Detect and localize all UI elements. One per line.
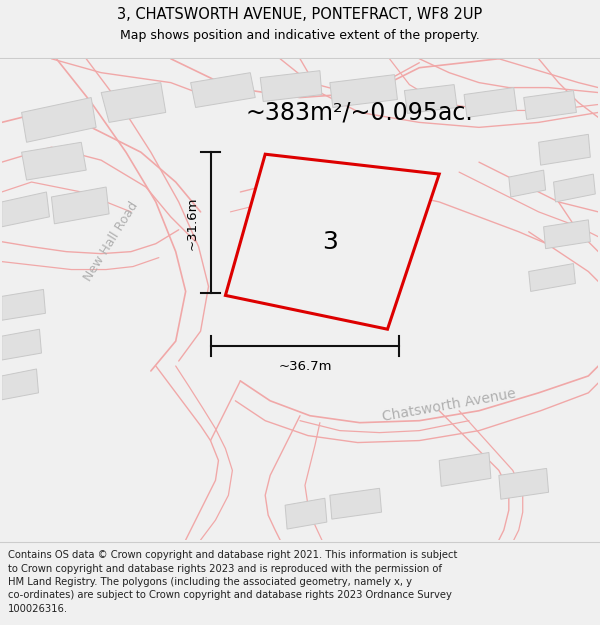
Polygon shape: [524, 91, 577, 119]
Text: ~383m²/~0.095ac.: ~383m²/~0.095ac.: [246, 101, 473, 124]
Polygon shape: [191, 72, 255, 107]
Polygon shape: [330, 74, 397, 108]
Polygon shape: [101, 82, 166, 122]
Polygon shape: [439, 452, 491, 486]
Text: 3, CHATSWORTH AVENUE, PONTEFRACT, WF8 2UP: 3, CHATSWORTH AVENUE, PONTEFRACT, WF8 2U…: [118, 7, 482, 22]
Text: HM Land Registry. The polygons (including the associated geometry, namely x, y: HM Land Registry. The polygons (includin…: [8, 577, 412, 587]
Text: 100026316.: 100026316.: [8, 604, 68, 614]
Polygon shape: [2, 289, 46, 320]
Polygon shape: [539, 134, 590, 165]
Text: Chatsworth Avenue: Chatsworth Avenue: [381, 387, 517, 424]
Text: ~31.6m: ~31.6m: [186, 196, 199, 249]
Polygon shape: [464, 88, 517, 118]
Polygon shape: [52, 187, 109, 224]
Polygon shape: [226, 154, 439, 329]
Polygon shape: [330, 488, 382, 519]
Text: ~36.7m: ~36.7m: [278, 360, 332, 373]
Polygon shape: [2, 369, 38, 400]
Polygon shape: [260, 71, 322, 101]
Polygon shape: [22, 98, 96, 142]
Text: Contains OS data © Crown copyright and database right 2021. This information is : Contains OS data © Crown copyright and d…: [8, 550, 457, 560]
Polygon shape: [2, 192, 49, 227]
Polygon shape: [509, 170, 545, 197]
Polygon shape: [544, 220, 590, 249]
Text: co-ordinates) are subject to Crown copyright and database rights 2023 Ordnance S: co-ordinates) are subject to Crown copyr…: [8, 591, 452, 601]
Text: Map shows position and indicative extent of the property.: Map shows position and indicative extent…: [120, 29, 480, 42]
Polygon shape: [285, 498, 327, 529]
Text: 3: 3: [322, 230, 338, 254]
Polygon shape: [22, 142, 86, 180]
Polygon shape: [404, 84, 457, 114]
Text: to Crown copyright and database rights 2023 and is reproduced with the permissio: to Crown copyright and database rights 2…: [8, 564, 442, 574]
Polygon shape: [2, 329, 41, 360]
Polygon shape: [529, 264, 575, 291]
Text: New Hall Road: New Hall Road: [82, 199, 141, 284]
Polygon shape: [499, 468, 548, 499]
Polygon shape: [554, 174, 595, 202]
